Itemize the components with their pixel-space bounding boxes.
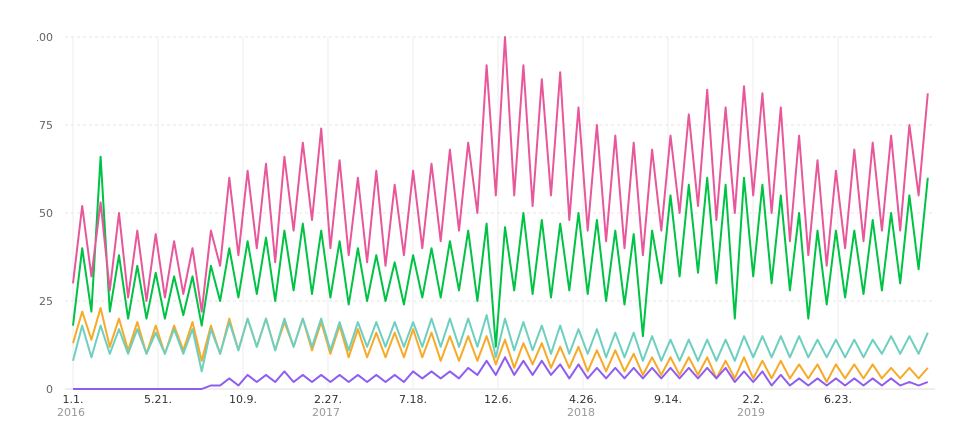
- x-tick-year: 2017: [312, 406, 340, 419]
- x-tick-label: 12.6.: [484, 393, 512, 406]
- y-tick-label: 50: [39, 207, 53, 220]
- x-tick-label: 2.27.: [314, 393, 342, 406]
- x-tick-label: 6.23.: [824, 393, 852, 406]
- series-lines: [72, 36, 929, 390]
- x-tick-year: 2019: [737, 406, 765, 419]
- y-tick-label: 0: [46, 383, 53, 396]
- x-tick-year: 2016: [57, 406, 85, 419]
- y-axis: 0 25 50 75 100: [32, 31, 53, 396]
- series-line-4: [72, 36, 929, 313]
- y-tick-label: 25: [39, 295, 53, 308]
- y-tick-label: 75: [39, 119, 53, 132]
- y-tick-label: 100: [32, 31, 53, 44]
- x-tick-label: 5.21.: [144, 393, 172, 406]
- series-line-1: [72, 314, 929, 373]
- x-tick-label: 1.1.: [63, 393, 84, 406]
- series-line-2: [73, 356, 929, 390]
- x-axis: 1.1.2016 5.21. 10.9. 2.27.2017 7.18. 12.6. 4.2…: [57, 393, 852, 419]
- series-line-3: [72, 155, 929, 348]
- x-tick-label: 2.2.: [743, 393, 764, 406]
- x-tick-label: 7.18.: [399, 393, 427, 406]
- x-tick-label: 4.26.: [569, 393, 597, 406]
- x-tick-year: 2018: [567, 406, 595, 419]
- x-tick-label: 10.9.: [229, 393, 257, 406]
- x-tick-label: 9.14.: [654, 393, 682, 406]
